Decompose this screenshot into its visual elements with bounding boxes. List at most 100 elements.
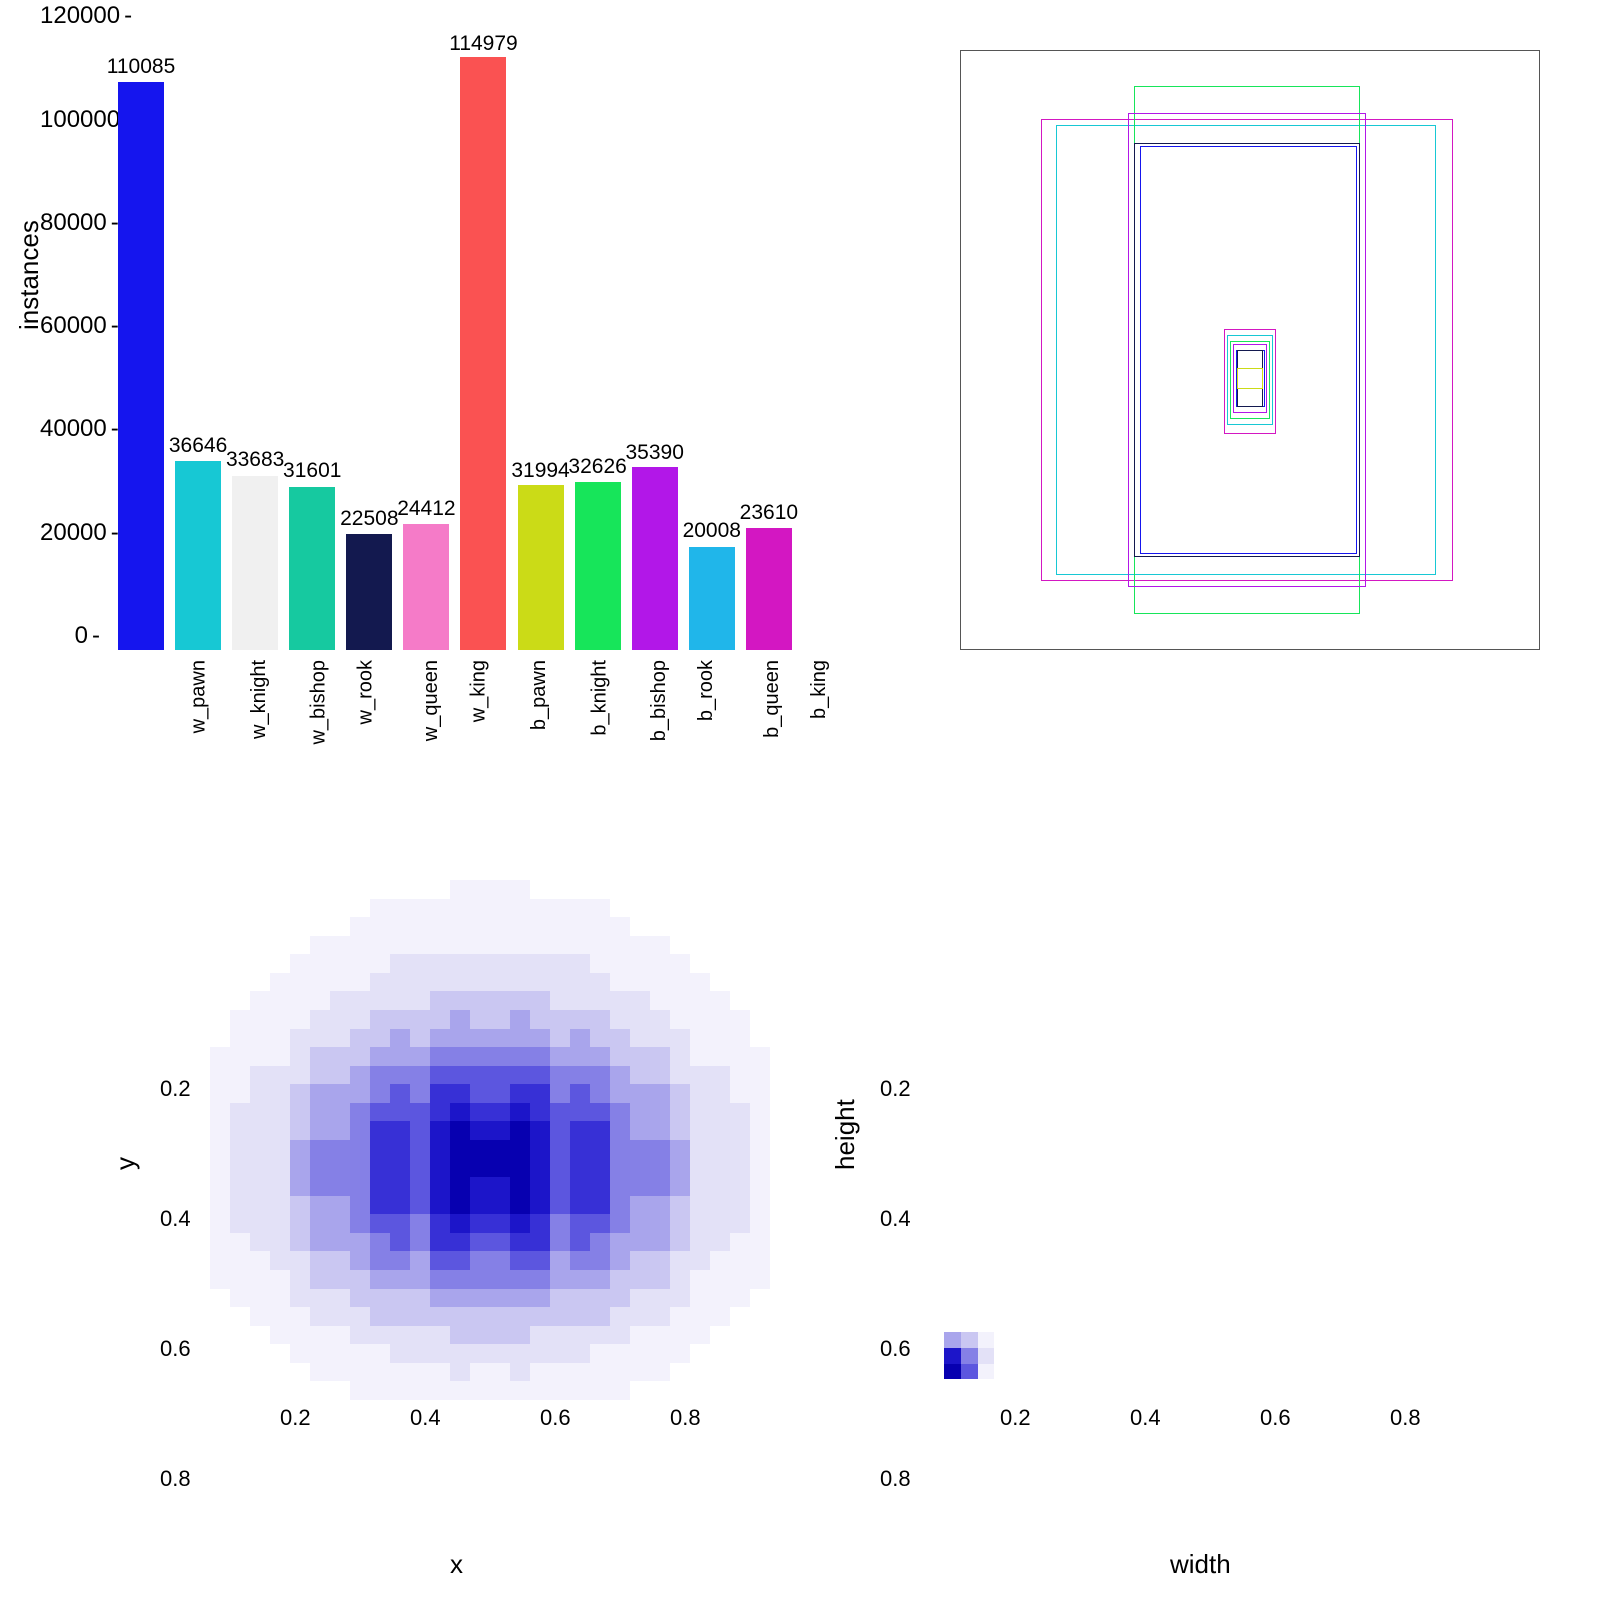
bar-rect-b_knight[interactable] — [518, 485, 564, 650]
heatmap-cell — [610, 1010, 630, 1029]
heatmap-cell — [530, 1066, 550, 1085]
heatmap-cell — [210, 899, 230, 918]
bar-rect-b_rook[interactable] — [632, 467, 678, 650]
heatmap-cell — [410, 1159, 430, 1178]
heatmap-cell — [330, 1214, 350, 1233]
heatmap-cell — [730, 936, 750, 955]
heatmap-cell — [650, 1103, 670, 1122]
bar-col-5[interactable]: 24412 — [403, 30, 449, 650]
bar-rect-w_pawn[interactable] — [118, 82, 164, 650]
heatmap-cell — [610, 899, 630, 918]
bar-rect-w_knight[interactable] — [175, 461, 221, 650]
heatmap-cell — [230, 1326, 250, 1345]
bar-rect-b_bishop[interactable] — [575, 482, 621, 650]
bar-col-2[interactable]: 33683 — [232, 30, 278, 650]
heatmap-cell — [490, 1344, 510, 1363]
heatmap-cell — [270, 1140, 290, 1159]
heatmap-cell — [650, 1289, 670, 1308]
heatmap-xtick-0.2: 0.2 — [280, 1405, 311, 1431]
heatmap-cell — [570, 1251, 590, 1270]
heatmap-cell — [470, 1066, 490, 1085]
bar-rect-w_king[interactable] — [403, 524, 449, 650]
heatmap-cell — [550, 1084, 570, 1103]
scatter-density-cell — [978, 1332, 995, 1348]
heatmap-cell — [510, 1177, 530, 1196]
heatmap-cell — [570, 1381, 590, 1400]
heatmap-cell — [550, 954, 570, 973]
heatmap-cell — [730, 1029, 750, 1048]
heatmap-cell — [590, 1326, 610, 1345]
heatmap-cell — [330, 1047, 350, 1066]
heatmap-cell — [410, 1344, 430, 1363]
heatmap-cell — [230, 1121, 250, 1140]
heatmap-cell — [470, 1381, 490, 1400]
bar-col-11[interactable]: 23610 — [746, 30, 792, 650]
heatmap-cell — [650, 973, 670, 992]
bar-col-6[interactable]: 114979 — [460, 30, 506, 650]
heatmap-cell — [550, 1029, 570, 1048]
bar-rect-w_bishop[interactable] — [232, 476, 278, 650]
bar-xlabel-8: b_bishop — [648, 660, 671, 741]
bar-col-1[interactable]: 36646 — [175, 30, 221, 650]
heatmap-cell — [270, 1289, 290, 1308]
heatmap-cell — [510, 973, 530, 992]
heatmap-cell — [710, 1326, 730, 1345]
heatmap-cell — [510, 1307, 530, 1326]
heatmap-cell — [490, 1214, 510, 1233]
bar-col-9[interactable]: 35390 — [632, 30, 678, 650]
bar-col-8[interactable]: 32626 — [575, 30, 621, 650]
heatmap-cell — [490, 1363, 510, 1382]
heatmap-cell — [670, 917, 690, 936]
heatmap-cell — [370, 1251, 390, 1270]
heatmap-cell — [610, 1196, 630, 1215]
heatmap-cell — [310, 1196, 330, 1215]
heatmap-cell — [710, 1344, 730, 1363]
heatmap-cell — [650, 1066, 670, 1085]
heatmap-cell — [750, 880, 770, 899]
bar-ytick-1: 20000 — [40, 519, 100, 547]
heatmap-cell — [550, 1196, 570, 1215]
heatmap-cell — [470, 1363, 490, 1382]
heatmap-cell — [310, 1140, 330, 1159]
heatmap-cell — [250, 1381, 270, 1400]
heatmap-cell — [570, 1010, 590, 1029]
heatmap-cell — [630, 1084, 650, 1103]
heatmap-cell — [670, 1233, 690, 1252]
bar-rect-w_rook[interactable] — [289, 487, 335, 650]
heatmap-cell — [250, 1121, 270, 1140]
heatmap-cell — [710, 1140, 730, 1159]
bar-rect-w_queen[interactable] — [346, 534, 392, 650]
bar-col-7[interactable]: 31994 — [518, 30, 564, 650]
heatmap-cell — [630, 1326, 650, 1345]
heatmap-cell — [650, 1196, 670, 1215]
heatmap-cell — [450, 917, 470, 936]
heatmap-cell — [410, 1121, 430, 1140]
bar-rect-b_pawn[interactable] — [460, 57, 506, 651]
heatmap-cell — [350, 1289, 370, 1308]
heatmap-cell — [450, 936, 470, 955]
heatmap-cell — [250, 1103, 270, 1122]
heatmap-cell — [510, 1251, 530, 1270]
heatmap-cell — [670, 1103, 690, 1122]
bar-value-11: 23610 — [740, 501, 798, 525]
heatmap-cell — [350, 1010, 370, 1029]
heatmap-cell — [330, 936, 350, 955]
bar-col-0[interactable]: 110085 — [118, 30, 164, 650]
heatmap-cell — [370, 1010, 390, 1029]
scatter-density-cell — [944, 1348, 961, 1364]
heatmap-cell — [370, 1307, 390, 1326]
bar-col-10[interactable]: 20008 — [689, 30, 735, 650]
heatmap-cell — [210, 973, 230, 992]
heatmap-cell — [650, 1010, 670, 1029]
heatmap-cell — [530, 991, 550, 1010]
heatmap-cell — [730, 991, 750, 1010]
bar-rect-b_queen[interactable] — [689, 547, 735, 650]
heatmap-cell — [490, 936, 510, 955]
heatmap-cell — [210, 880, 230, 899]
heatmap-cell — [410, 1047, 430, 1066]
heatmap-cell — [690, 1251, 710, 1270]
bar-col-4[interactable]: 22508 — [346, 30, 392, 650]
heatmap-cell — [610, 1084, 630, 1103]
bar-col-3[interactable]: 31601 — [289, 30, 335, 650]
bar-rect-b_king[interactable] — [746, 528, 792, 650]
